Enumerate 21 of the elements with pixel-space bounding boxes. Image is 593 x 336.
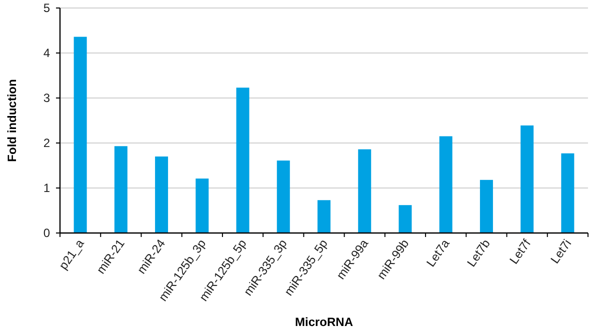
y-tick-label: 2	[43, 136, 50, 150]
y-tick-label: 0	[43, 226, 50, 240]
bar	[74, 36, 87, 233]
y-tick-label: 3	[43, 91, 50, 106]
bar	[236, 88, 250, 233]
y-tick-label: 1	[43, 181, 50, 196]
bar	[276, 160, 290, 233]
bar	[520, 125, 534, 233]
bar	[318, 200, 330, 233]
bar	[561, 153, 574, 233]
bar	[480, 180, 493, 233]
bar	[358, 149, 372, 233]
y-tick-label: 5	[43, 1, 50, 16]
x-axis-title: MicroRNA	[294, 315, 354, 329]
bar	[439, 136, 452, 233]
y-axis-title: Fold induction	[5, 79, 19, 162]
bar	[114, 146, 128, 233]
bar	[398, 205, 412, 233]
bar	[155, 156, 168, 233]
y-tick-label: 4	[43, 46, 50, 60]
bar	[196, 178, 209, 233]
